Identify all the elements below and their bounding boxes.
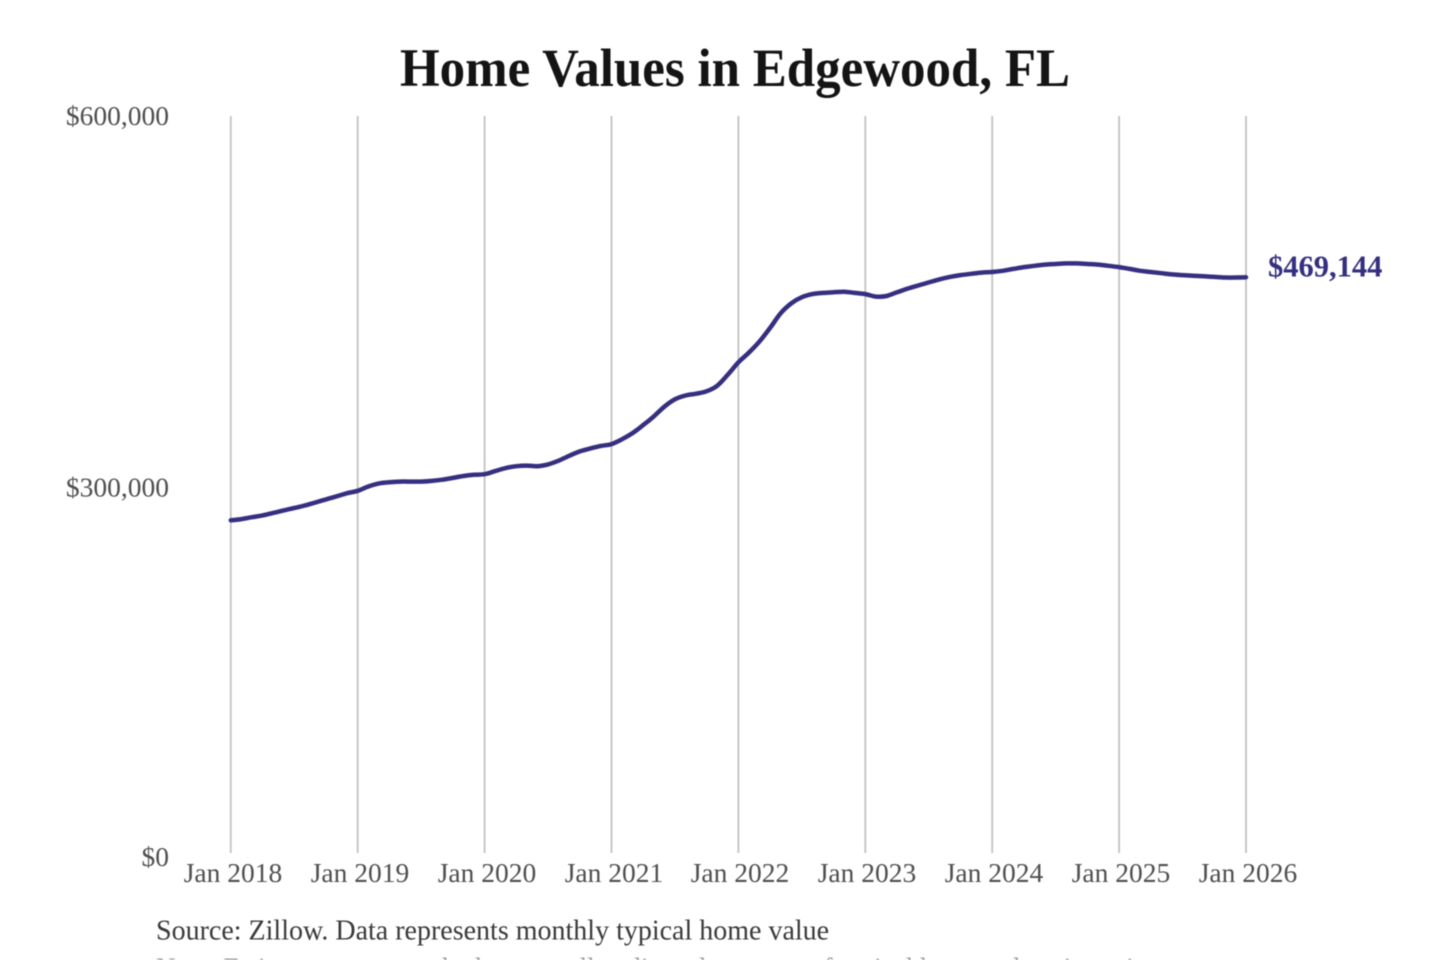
svg-text:$469,144: $469,144 — [1268, 250, 1382, 284]
svg-text:Jan 2020: Jan 2020 — [438, 857, 537, 888]
svg-text:Note: Estimates are smoothed,: Note: Estimates are smoothed, seasonally… — [156, 954, 1161, 960]
svg-text:$600,000: $600,000 — [66, 100, 169, 131]
svg-text:Jan 2024: Jan 2024 — [945, 857, 1044, 888]
svg-text:$0: $0 — [142, 841, 170, 872]
svg-text:Jan 2025: Jan 2025 — [1072, 857, 1171, 888]
svg-text:Source: Zillow. Data represent: Source: Zillow. Data represents monthly … — [156, 916, 829, 947]
svg-text:Jan 2023: Jan 2023 — [818, 857, 917, 888]
svg-text:Jan 2021: Jan 2021 — [565, 857, 664, 888]
svg-text:$300,000: $300,000 — [66, 472, 169, 503]
svg-text:Jan 2018: Jan 2018 — [184, 857, 283, 888]
svg-text:Jan 2022: Jan 2022 — [691, 857, 790, 888]
svg-text:Jan 2026: Jan 2026 — [1199, 857, 1298, 888]
svg-text:Home Values in Edgewood, FL: Home Values in Edgewood, FL — [400, 38, 1070, 98]
svg-text:Jan 2019: Jan 2019 — [311, 857, 410, 888]
